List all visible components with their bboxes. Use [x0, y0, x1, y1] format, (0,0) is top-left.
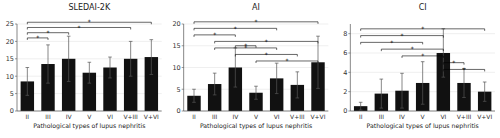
y-tick-label: 20	[172, 20, 180, 28]
x-tick-label: VI	[274, 113, 280, 120]
x-tick-label: V+III	[290, 113, 305, 120]
x-tick-label: V+VI	[477, 113, 492, 120]
error-bar	[129, 41, 133, 76]
error-bar	[483, 82, 487, 101]
title: SLEDAI-2K	[68, 3, 110, 12]
marks	[354, 29, 491, 111]
title: AI	[252, 3, 260, 12]
significance-label: *	[421, 52, 424, 59]
error-bar	[421, 62, 425, 105]
significance-label: *	[411, 45, 414, 52]
grid-line	[184, 111, 329, 112]
title: CI	[419, 3, 427, 12]
x-tick-label: V+III	[457, 113, 472, 120]
x-tick-label: III	[379, 113, 385, 120]
x-tick-label: V+III	[123, 113, 138, 120]
significance-label: *	[213, 31, 216, 38]
y-tick-label: 10	[6, 73, 14, 81]
error-bar	[359, 102, 363, 110]
y-tick-label: 20	[6, 38, 14, 46]
x-tick-label: IV	[232, 113, 239, 120]
x-tick-label: IV	[399, 113, 406, 120]
significance-label: *	[401, 32, 404, 39]
x-tick-label: III	[45, 113, 51, 120]
error-bar	[192, 89, 196, 102]
significance-label: *	[47, 29, 50, 36]
error-bar	[400, 73, 404, 108]
error-bar	[462, 68, 466, 97]
y-tick-label: 10	[172, 64, 180, 72]
x-tick-label: II	[26, 113, 30, 120]
grid-line	[184, 67, 329, 68]
error-bar	[88, 62, 92, 83]
y-tick-label: 25	[6, 20, 14, 28]
x-axis	[350, 111, 495, 112]
grid-line	[17, 111, 162, 112]
significance-label: *	[244, 42, 247, 49]
panel: SLEDAI-2K0510152025IIIIIIVVVIV+IIIV+VIPa…	[6, 3, 162, 130]
significance-label: *	[421, 25, 424, 32]
grid-line	[350, 33, 495, 34]
marks	[21, 36, 158, 111]
error-bar	[380, 79, 384, 108]
x-tick-label: V+VI	[310, 113, 325, 120]
x-tick-label: V+VI	[144, 113, 159, 120]
y-tick-label: 15	[172, 42, 180, 50]
significance-label: *	[265, 38, 268, 45]
x-tick-label: III	[212, 113, 218, 120]
error-bar	[46, 45, 50, 83]
x-tick-label: V	[87, 113, 92, 120]
x-tick-label: VI	[440, 113, 446, 120]
y-tick-label: 4	[343, 69, 347, 77]
significance-label: *	[78, 24, 81, 31]
significance-label: *	[265, 51, 268, 58]
x-tick-label: V	[254, 113, 259, 120]
x-axis-label: Pathological types of lupus nephritis	[367, 122, 479, 130]
y-axis	[17, 24, 18, 111]
error-bar	[254, 86, 258, 99]
grid-line	[17, 58, 162, 59]
error-bar	[296, 72, 300, 98]
x-tick-label: II	[192, 113, 196, 120]
y-tick-label: 2	[343, 88, 347, 96]
x-axis	[184, 111, 329, 112]
y-tick-label: 0	[343, 107, 347, 115]
x-axis-label: Pathological types of lupus nephritis	[200, 122, 312, 130]
y-tick-label: 6	[343, 49, 347, 57]
error-bar	[150, 40, 154, 75]
y-tick-label: 15	[6, 55, 14, 63]
significance-label: *	[390, 39, 393, 46]
x-tick-label: II	[359, 113, 363, 120]
error-bar	[213, 73, 217, 95]
significance-label: *	[463, 66, 466, 73]
panel: CI02468IIIIIIVVVIV+IIIV+VIPathological t…	[343, 3, 495, 130]
y-tick-label: 0	[177, 107, 181, 115]
significance-label: *	[36, 34, 39, 41]
y-tick-label: 5	[177, 86, 181, 94]
x-tick-label: IV	[66, 113, 73, 120]
x-axis	[17, 111, 162, 112]
panel: AI05101520IIIIIIVVVIV+IIIV+VIPathologica…	[172, 3, 328, 130]
x-tick-label: VI	[107, 113, 113, 120]
grid-line	[350, 111, 495, 112]
figure: SLEDAI-2K0510152025IIIIIIVVVIV+IIIV+VIPa…	[0, 0, 500, 138]
significance-label: *	[255, 18, 258, 25]
error-bar	[67, 36, 71, 81]
y-tick-label: 0	[10, 107, 14, 115]
y-tick-label: 8	[343, 30, 347, 38]
y-tick-label: 5	[10, 90, 14, 98]
marks	[187, 36, 324, 111]
significance-label: *	[286, 57, 289, 64]
x-axis-label: Pathological types of lupus nephritis	[33, 122, 145, 130]
error-bar	[108, 57, 112, 78]
y-axis	[183, 24, 184, 111]
significance-label: *	[234, 25, 237, 32]
x-tick-label: V	[421, 113, 426, 120]
error-bar	[26, 68, 30, 96]
error-bar	[234, 48, 238, 87]
error-bar	[275, 63, 279, 93]
y-axis	[350, 24, 351, 111]
significance-label: *	[88, 18, 91, 25]
significance-label: *	[452, 59, 455, 66]
